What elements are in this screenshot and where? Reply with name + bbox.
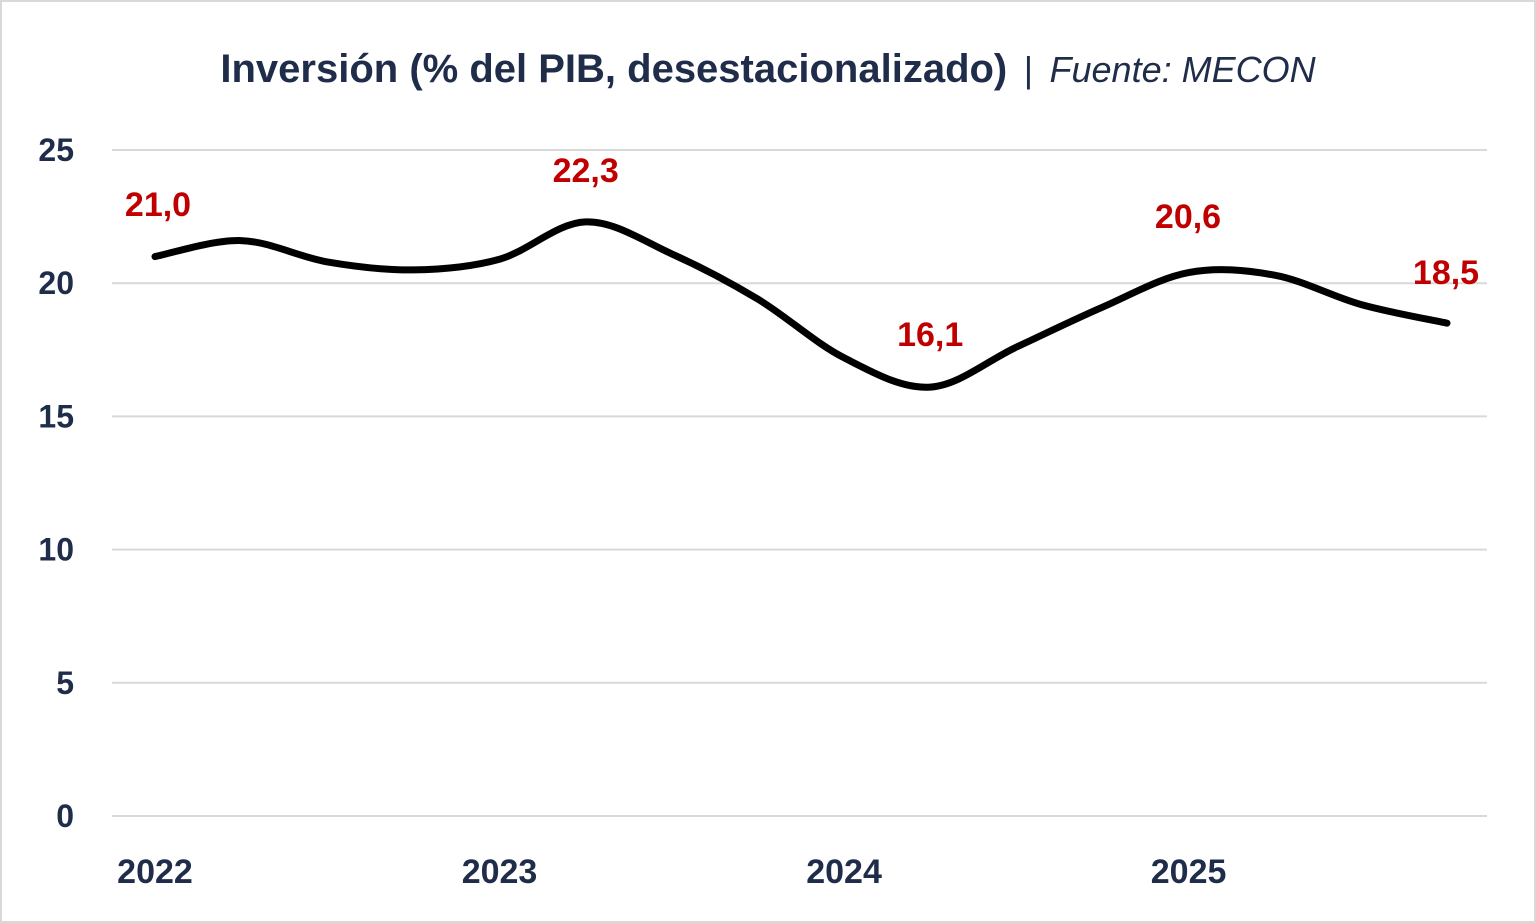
- data-label: 21,0: [125, 186, 191, 224]
- chart-source: Fuente: MECON: [1050, 49, 1317, 90]
- gridlines: [112, 149, 1487, 817]
- data-label: 20,6: [1155, 198, 1221, 236]
- data-labels: 21,0 22,3 16,1 20,6 18,5: [125, 152, 1479, 354]
- y-tick-label: 15: [38, 398, 74, 434]
- x-axis-ticks: 2022 2023 2024 2025: [117, 853, 1226, 891]
- y-tick-label: 0: [56, 798, 74, 834]
- data-label: 22,3: [553, 152, 619, 190]
- y-tick-label: 10: [38, 532, 74, 568]
- y-tick-label: 25: [38, 132, 74, 168]
- data-label: 16,1: [897, 316, 963, 354]
- chart-title: Inversión (% del PIB, desestacionalizado…: [220, 47, 1316, 91]
- data-label: 18,5: [1413, 254, 1479, 292]
- series-line: [151, 218, 1451, 391]
- x-tick-label: 2022: [117, 853, 193, 891]
- x-tick-label: 2023: [462, 853, 538, 891]
- y-tick-label: 5: [56, 665, 74, 701]
- x-tick-label: 2025: [1151, 853, 1227, 891]
- y-tick-label: 20: [38, 265, 74, 301]
- x-tick-label: 2024: [806, 853, 882, 891]
- chart-title-main: Inversión (% del PIB, desestacionalizado…: [220, 47, 1007, 91]
- chart-title-separator: |: [1024, 49, 1033, 90]
- y-axis-ticks: 0 5 10 15 20 25: [38, 132, 74, 834]
- series-group: [151, 218, 1451, 391]
